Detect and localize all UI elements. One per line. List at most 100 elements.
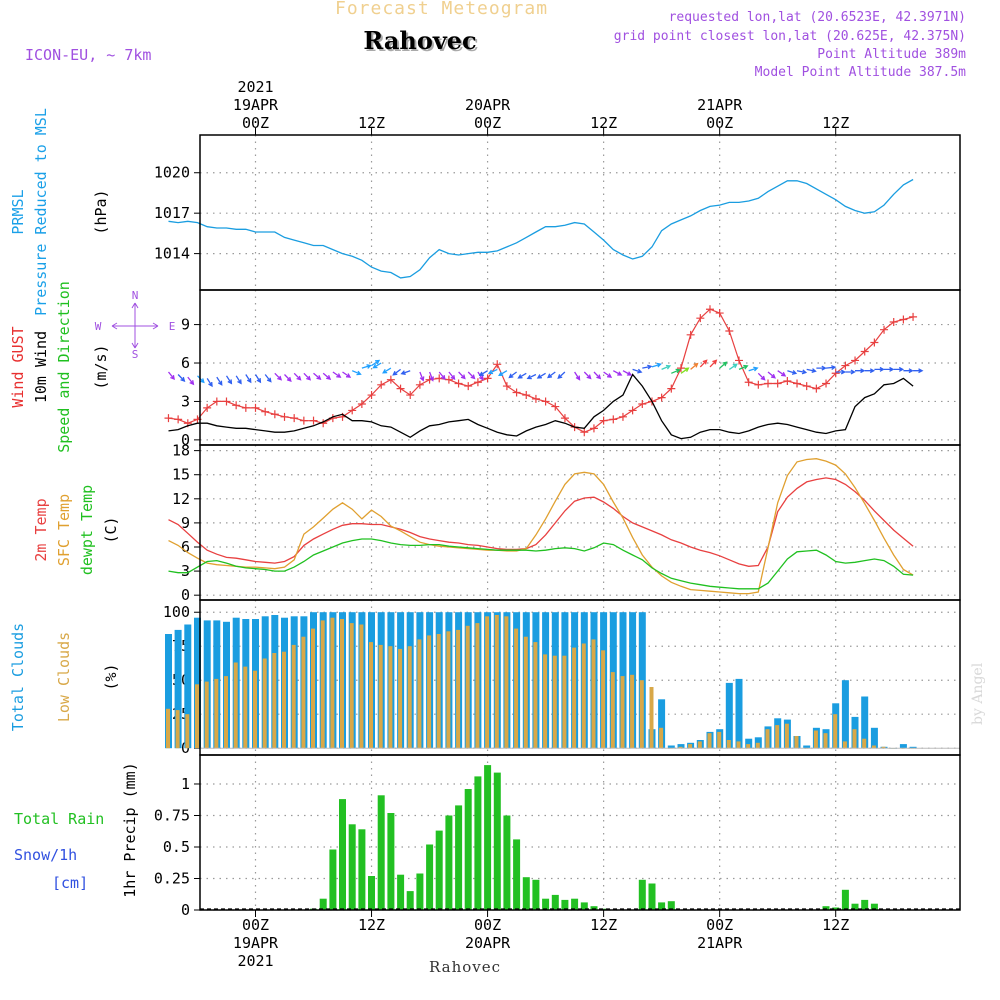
low-cloud-bar: [378, 644, 383, 749]
x-tick-label: 00Z: [242, 114, 269, 132]
wind-gust-marker: [377, 380, 386, 389]
low-cloud-bar: [320, 620, 325, 749]
low-cloud-bar: [833, 714, 838, 749]
wind-unit: (m/s): [92, 344, 110, 389]
low-cloud-bar: [214, 678, 219, 749]
wind-gust-marker: [909, 312, 918, 321]
rain-bar: [571, 898, 579, 910]
y-tick-label: 0: [181, 901, 190, 919]
wind-gust-marker: [822, 379, 831, 388]
wind-gust-marker: [725, 326, 734, 335]
low-cloud-bar: [465, 625, 470, 749]
wind-direction-arrow: [864, 368, 876, 374]
wind-direction-arrow: [254, 374, 262, 384]
rain-bar: [590, 906, 598, 910]
wind-gust-marker: [309, 416, 318, 425]
wind-direction-arrow: [874, 366, 885, 372]
low-cloud-bar: [349, 623, 354, 749]
temp-sfc-label: SFC Temp: [55, 494, 73, 566]
pressure-unit: (hPa): [92, 189, 110, 234]
wind-direction-arrow: [187, 376, 195, 386]
low-cloud-bar: [407, 646, 412, 749]
rain-bar: [358, 829, 366, 910]
rain-bar: [348, 824, 356, 910]
y-tick-label: 1017: [154, 204, 190, 222]
low-cloud-bar: [262, 658, 267, 749]
low-cloud-bar: [291, 644, 296, 749]
panel-frame: [199, 444, 961, 601]
rain-bar: [368, 876, 375, 910]
wind-direction-arrow: [738, 364, 749, 370]
rain-bar: [445, 815, 453, 910]
wind-direction-arrow: [284, 374, 292, 382]
wind-direction-arrow: [603, 371, 613, 378]
y-tick-label: 1: [181, 775, 190, 793]
low-cloud-bar: [813, 730, 818, 749]
total-cloud-bar: [174, 629, 182, 749]
wind-gust-marker: [280, 412, 289, 421]
wind-direction-arrow: [536, 372, 546, 379]
wind-gust-marker: [638, 400, 647, 409]
total-cloud-bar: [184, 624, 192, 749]
wind-direction-arrow: [893, 366, 905, 372]
x-tick-label: 12Z: [358, 916, 385, 934]
rain-bar: [503, 815, 511, 910]
low-cloud-bar: [697, 741, 702, 749]
wind-gust-marker: [290, 414, 299, 423]
wind-gust-marker: [164, 414, 173, 423]
low-cloud-bar: [504, 616, 509, 749]
total-cloud-bar: [745, 738, 753, 749]
wind-direction-arrow: [690, 362, 699, 370]
wind-gust-marker: [483, 374, 492, 383]
x-year-label: 2021: [237, 952, 273, 970]
rain-bar: [551, 894, 559, 910]
low-cloud-bar: [736, 741, 741, 749]
wind-direction-arrow: [392, 368, 401, 376]
y-tick-label: 0: [181, 431, 190, 449]
temp-2m-label: 2m Temp: [32, 498, 50, 561]
rain-bar: [667, 901, 675, 910]
wind-direction-arrow: [583, 371, 592, 380]
x-date-label: 19APR: [233, 934, 279, 952]
wind-direction-arrow: [382, 367, 392, 374]
low-cloud-bar: [475, 623, 480, 749]
wind-speed-line: [168, 373, 914, 440]
wind-gust-marker: [773, 379, 782, 388]
y-tick-label: 0.75: [154, 806, 190, 824]
wind-gust-marker: [473, 378, 482, 387]
wind-gust-marker: [851, 356, 860, 365]
point-altitude: Point Altitude 389m: [817, 47, 966, 62]
wind-gust-marker: [203, 403, 212, 412]
rain-bar: [426, 844, 434, 910]
wind-gust-marker: [841, 361, 850, 370]
wind-gust-marker: [696, 314, 705, 323]
wind-direction-arrow: [547, 371, 556, 379]
wind-gust-marker: [261, 407, 270, 416]
temp-sfc-line: [168, 458, 914, 595]
wind-direction-arrow: [428, 371, 434, 382]
wind-direction-arrow: [264, 374, 272, 383]
wind-gust-marker: [764, 379, 773, 388]
wind-direction-arrow: [342, 371, 352, 378]
wind-gust-marker: [270, 410, 279, 419]
wind-direction-arrow: [632, 368, 643, 374]
low-clouds-label: Low Clouds: [55, 632, 73, 722]
compass-s: S: [132, 348, 139, 361]
wind-gust-marker: [348, 406, 357, 415]
low-cloud-bar: [427, 635, 432, 749]
rain-bar: [387, 813, 395, 910]
wind-direction-arrow: [748, 366, 759, 372]
wind-direction-arrow: [642, 364, 653, 370]
rain-bar: [851, 903, 859, 910]
low-cloud-bar: [543, 654, 548, 749]
total-cloud-bar: [870, 727, 878, 749]
wind-gust-marker: [580, 428, 589, 437]
total-cloud-bar: [725, 682, 733, 749]
wind-direction-arrow: [913, 368, 924, 374]
wind-direction-arrow: [177, 374, 186, 382]
low-cloud-bar: [514, 628, 519, 749]
low-cloud-bar: [620, 676, 625, 749]
temp-2m-line: [168, 477, 914, 567]
low-cloud-bar: [581, 643, 586, 749]
low-cloud-bar: [233, 662, 238, 749]
